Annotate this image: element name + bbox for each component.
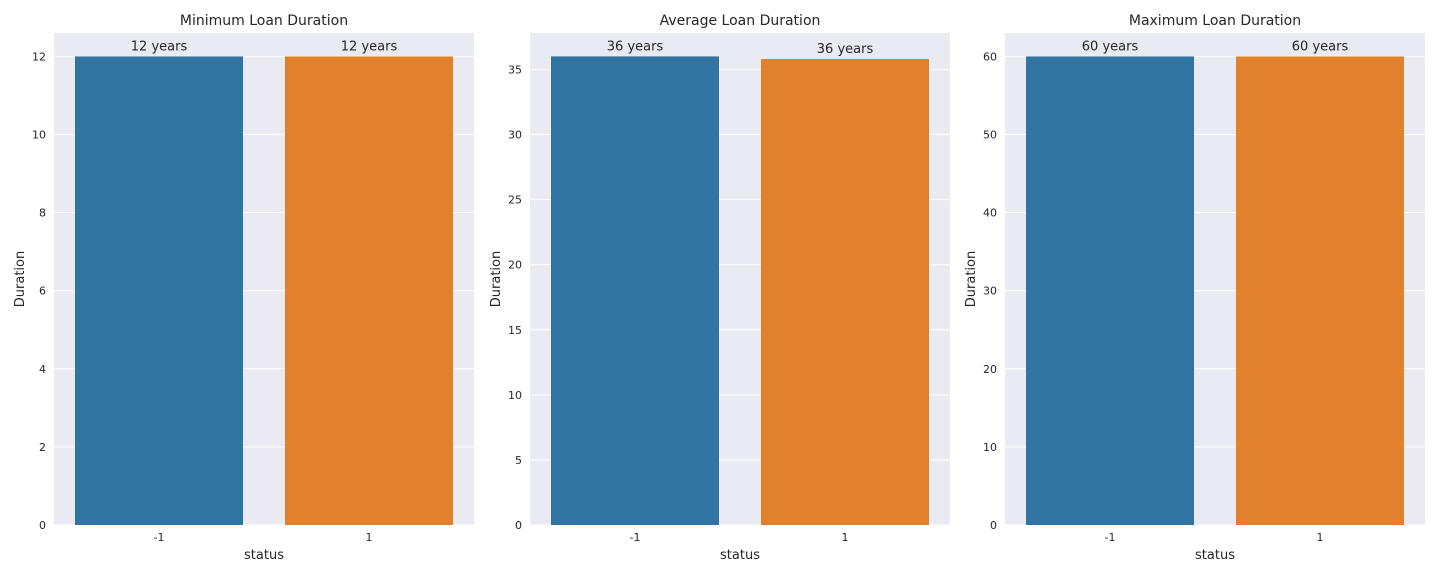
chart-title: Average Loan Duration [660,13,821,29]
y-tick-label: 50 [983,129,997,142]
y-tick-label: 4 [39,363,46,376]
y-axis-label: Duration [13,251,28,307]
bar-status--1 [551,56,719,526]
y-tick-label: 0 [39,519,46,532]
y-tick-label: 5 [515,454,522,467]
bar-data-label: 12 years [341,39,398,54]
y-tick-label: 30 [983,285,997,298]
y-tick-label: 25 [508,194,522,207]
bar-status-1 [1236,56,1404,526]
y-axis-label: Duration [489,251,504,307]
y-tick-label: 12 [32,50,46,63]
y-tick-label: 8 [39,207,46,220]
x-tick-label: -1 [154,531,165,544]
y-axis-label: Duration [964,251,979,307]
x-tick-label: 1 [842,531,849,544]
x-tick-label: 1 [1317,531,1324,544]
y-tick-label: 30 [508,129,522,142]
bar-status--1 [75,56,243,526]
y-tick-label: 10 [983,441,997,454]
y-tick-label: 35 [508,63,522,76]
y-tick-label: 20 [508,259,522,272]
bar-status--1 [1026,56,1194,526]
x-axis-label: status [244,548,284,563]
x-tick-label: 1 [366,531,373,544]
bar-data-label: 36 years [817,42,874,57]
y-tick-label: 0 [515,519,522,532]
y-tick-label: 0 [990,519,997,532]
bar-data-label: 60 years [1082,39,1139,54]
x-axis-label: status [1195,548,1235,563]
y-tick-label: 10 [508,389,522,402]
chart-title: Minimum Loan Duration [180,13,348,29]
y-tick-label: 20 [983,363,997,376]
y-tick-label: 60 [983,50,997,63]
y-tick-label: 2 [39,441,46,454]
bar-data-label: 60 years [1292,39,1349,54]
y-tick-label: 15 [508,324,522,337]
bar-status-1 [285,56,453,526]
bar-status-1 [761,59,929,526]
bar-data-label: 36 years [607,39,664,54]
chart-title: Maximum Loan Duration [1129,13,1301,29]
y-tick-label: 6 [39,285,46,298]
x-axis-label: status [720,548,760,563]
y-tick-label: 40 [983,207,997,220]
y-tick-label: 10 [32,129,46,142]
x-tick-label: -1 [630,531,641,544]
bar-data-label: 12 years [131,39,188,54]
x-tick-label: -1 [1105,531,1116,544]
